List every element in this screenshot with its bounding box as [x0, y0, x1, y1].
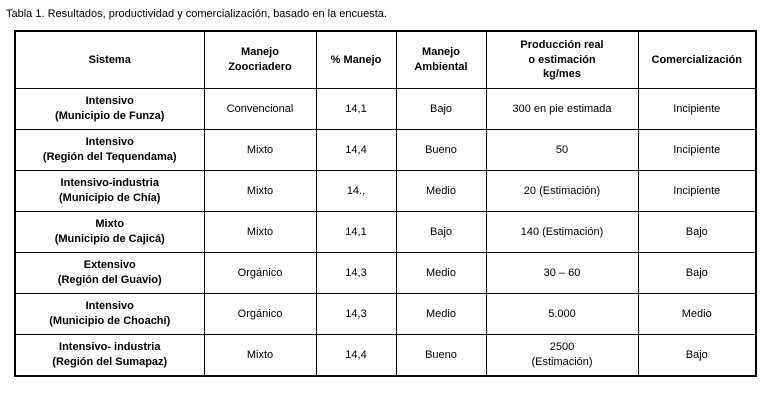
- cell-pct-manejo: 14,4: [315, 334, 397, 377]
- header-pct-manejo: % Manejo: [315, 30, 397, 89]
- cell-pct-manejo: 14,1: [315, 211, 397, 253]
- cell-pct-manejo: 14,3: [315, 293, 397, 335]
- cell-manejo-zoocriadero: Convencional: [203, 88, 317, 130]
- cell-manejo-ambiental: Bajo: [395, 211, 487, 253]
- cell-manejo-zoocriadero: Orgánico: [203, 252, 317, 294]
- cell-manejo-ambiental: Medio: [395, 252, 487, 294]
- cell-produccion: 20 (Estimación): [485, 170, 639, 212]
- cell-comercializacion: Incipiente: [637, 88, 757, 130]
- cell-comercializacion: Incipiente: [637, 170, 757, 212]
- cell-pct-manejo: 14,4: [315, 129, 397, 171]
- cell-pct-manejo: 14.,: [315, 170, 397, 212]
- results-table: Sistema Manejo Zoocriadero % Manejo Mane…: [14, 30, 757, 377]
- table-row: Intensivo (Municipio de Choachí) Orgánic…: [14, 293, 757, 335]
- cell-sistema: Intensivo- industria (Región del Sumapaz…: [14, 334, 205, 377]
- cell-manejo-ambiental: Bueno: [395, 334, 487, 377]
- header-comercializacion: Comercialización: [637, 30, 757, 89]
- cell-sistema: Extensivo (Región del Guavio): [14, 252, 205, 294]
- document-page: Tabla 1. Resultados, productividad y com…: [6, 8, 757, 377]
- cell-produccion: 5.000: [485, 293, 639, 335]
- cell-pct-manejo: 14,3: [315, 252, 397, 294]
- cell-comercializacion: Medio: [637, 293, 757, 335]
- table-row: Intensivo-industria (Municipio de Chía) …: [14, 170, 757, 212]
- cell-manejo-ambiental: Bueno: [395, 129, 487, 171]
- table-row: Intensivo (Región del Tequendama) Mixto …: [14, 129, 757, 171]
- table-row: Intensivo- industria (Región del Sumapaz…: [14, 334, 757, 377]
- cell-manejo-zoocriadero: Mixto: [203, 334, 317, 377]
- table-header-row: Sistema Manejo Zoocriadero % Manejo Mane…: [14, 30, 757, 89]
- cell-manejo-zoocriadero: Mixto: [203, 170, 317, 212]
- cell-sistema: Intensivo (Municipio de Choachí): [14, 293, 205, 335]
- cell-sistema: Intensivo (Región del Tequendama): [14, 129, 205, 171]
- header-sistema: Sistema: [14, 30, 205, 89]
- cell-comercializacion: Bajo: [637, 334, 757, 377]
- cell-manejo-ambiental: Medio: [395, 170, 487, 212]
- table-caption: Tabla 1. Resultados, productividad y com…: [6, 8, 387, 20]
- cell-comercializacion: Bajo: [637, 211, 757, 253]
- cell-produccion: 2500 (Estimación): [485, 334, 639, 377]
- cell-comercializacion: Bajo: [637, 252, 757, 294]
- header-manejo-ambiental: Manejo Ambiental: [395, 30, 487, 89]
- table-row: Intensivo (Municipio de Funza) Convencio…: [14, 88, 757, 130]
- table-row: Extensivo (Región del Guavio) Orgánico 1…: [14, 252, 757, 294]
- cell-pct-manejo: 14,1: [315, 88, 397, 130]
- cell-sistema: Intensivo-industria (Municipio de Chía): [14, 170, 205, 212]
- cell-manejo-zoocriadero: Mixto: [203, 129, 317, 171]
- header-manejo-zoocriadero: Manejo Zoocriadero: [203, 30, 317, 89]
- cell-manejo-ambiental: Bajo: [395, 88, 487, 130]
- cell-produccion: 300 en pie estimada: [485, 88, 639, 130]
- cell-produccion: 50: [485, 129, 639, 171]
- cell-sistema: Mixto (Municipio de Cajicá): [14, 211, 205, 253]
- cell-manejo-zoocriadero: Mixto: [203, 211, 317, 253]
- cell-sistema: Intensivo (Municipio de Funza): [14, 88, 205, 130]
- table-row: Mixto (Municipio de Cajicá) Mixto 14,1 B…: [14, 211, 757, 253]
- cell-produccion: 30 – 60: [485, 252, 639, 294]
- header-produccion: Producción real o estimación kg/mes: [485, 30, 639, 89]
- cell-comercializacion: Incipiente: [637, 129, 757, 171]
- cell-manejo-ambiental: Medio: [395, 293, 487, 335]
- cell-manejo-zoocriadero: Orgánico: [203, 293, 317, 335]
- cell-produccion: 140 (Estimación): [485, 211, 639, 253]
